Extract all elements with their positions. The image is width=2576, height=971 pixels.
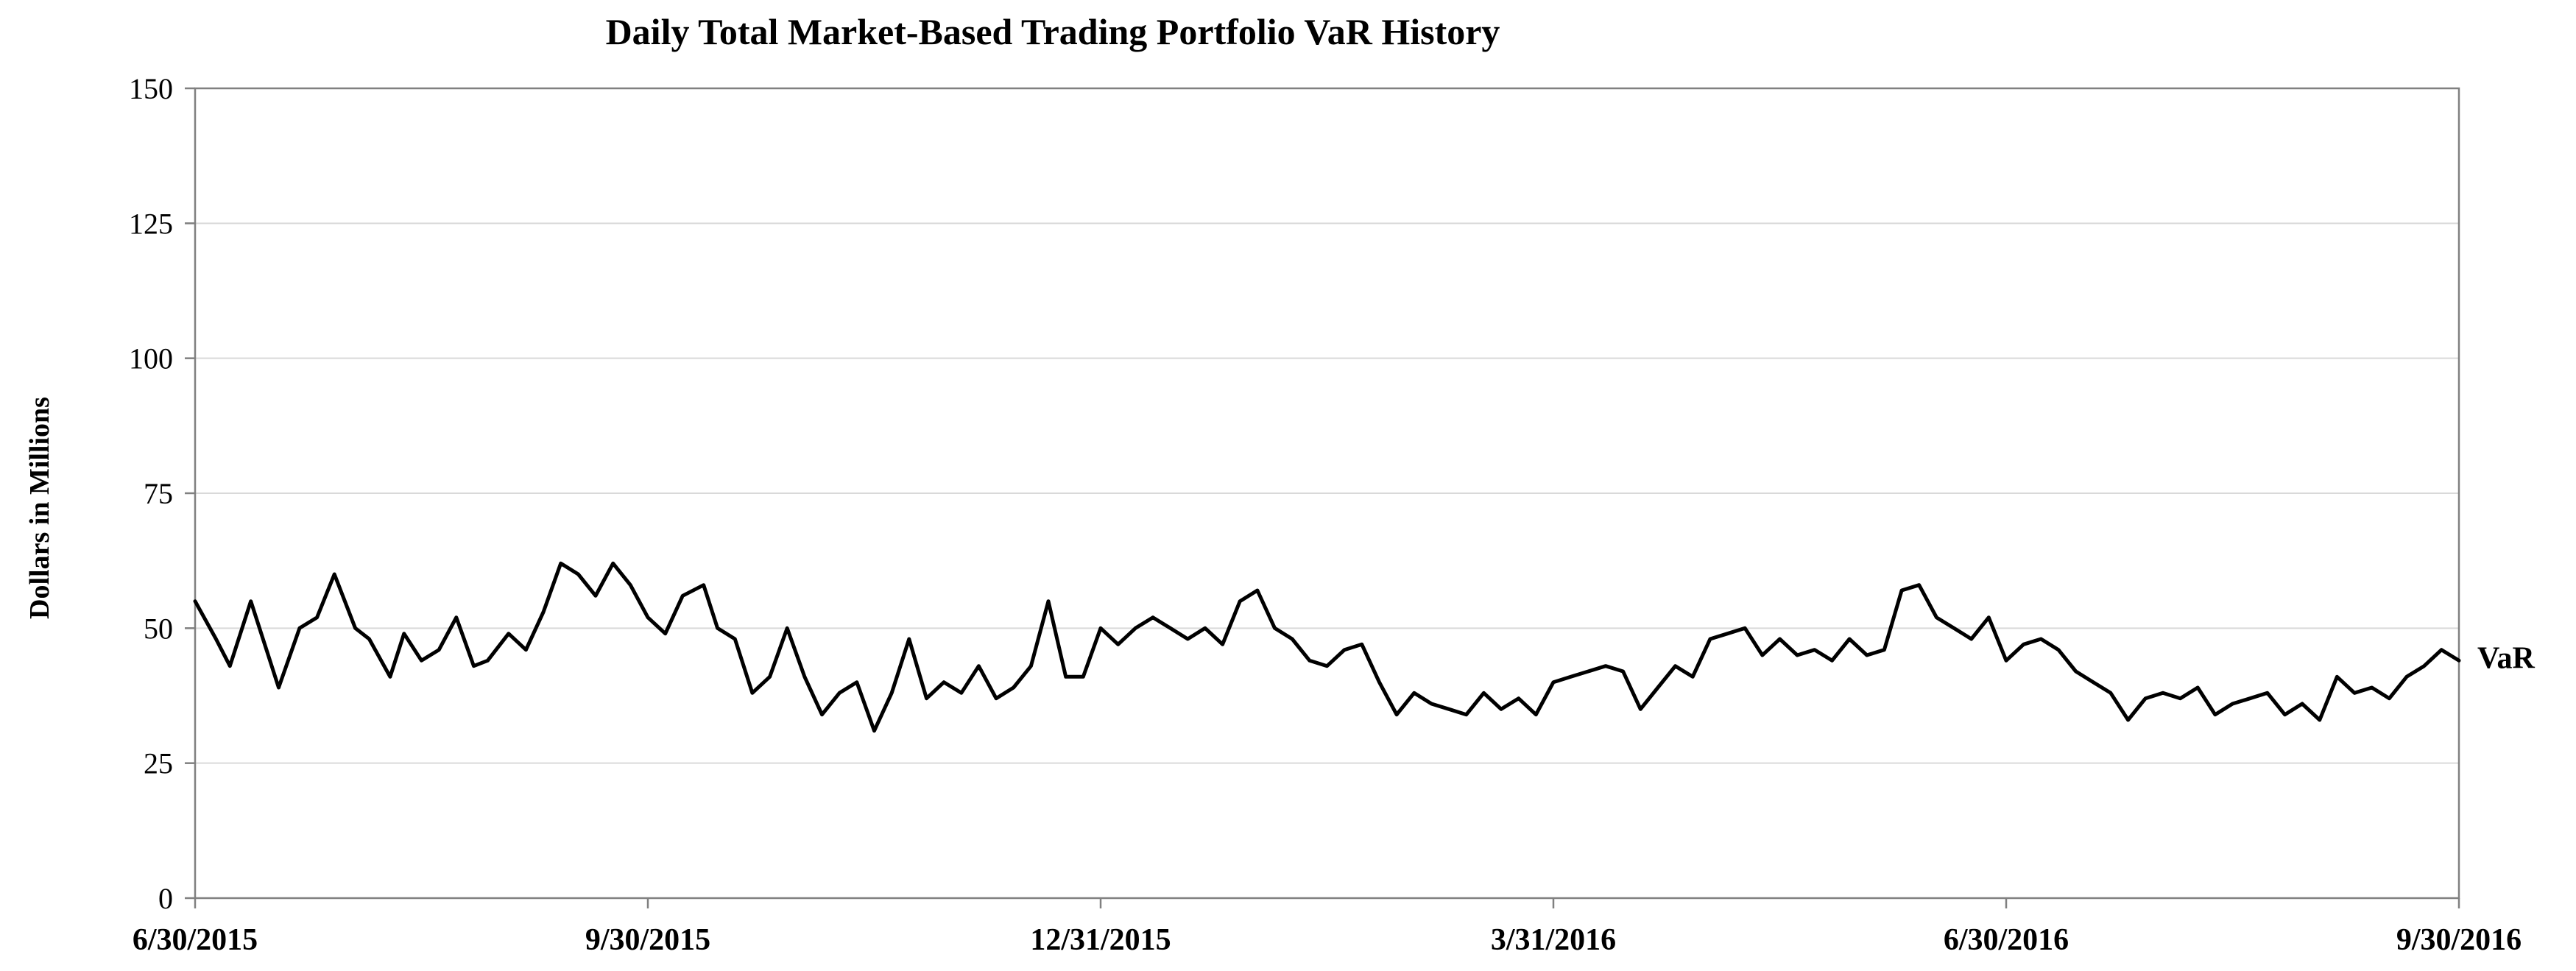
x-tick-label: 6/30/2015 (133, 923, 258, 957)
chart-title: Daily Total Market-Based Trading Portfol… (606, 11, 1500, 52)
series-label-var: VaR (2477, 641, 2535, 675)
y-tick-label: 150 (129, 72, 173, 105)
x-tick-label: 9/30/2016 (2396, 923, 2522, 957)
gridlines (195, 222, 2459, 764)
series-group: VaR (193, 561, 2535, 733)
y-tick-label: 25 (144, 747, 173, 780)
x-tick-label: 6/30/2016 (1944, 923, 2069, 957)
y-tick-label: 50 (144, 612, 173, 645)
x-tick-label: 9/30/2015 (585, 923, 710, 957)
y-tick-label: 0 (158, 882, 173, 915)
y-tick-label: 75 (144, 477, 173, 510)
x-tick-label: 12/31/2015 (1030, 923, 1171, 957)
y-tick-label: 100 (129, 342, 173, 375)
x-tick-label: 3/31/2016 (1491, 923, 1616, 957)
series-line-var (193, 561, 2461, 733)
y-tick-label: 125 (129, 207, 173, 240)
y-axis: 0 25 50 75 100 125 150 (129, 72, 195, 915)
x-axis: 6/30/2015 9/30/2015 12/31/2015 3/31/2016 6/3… (133, 898, 2522, 957)
y-axis-label: Dollars in Millions (24, 397, 55, 619)
